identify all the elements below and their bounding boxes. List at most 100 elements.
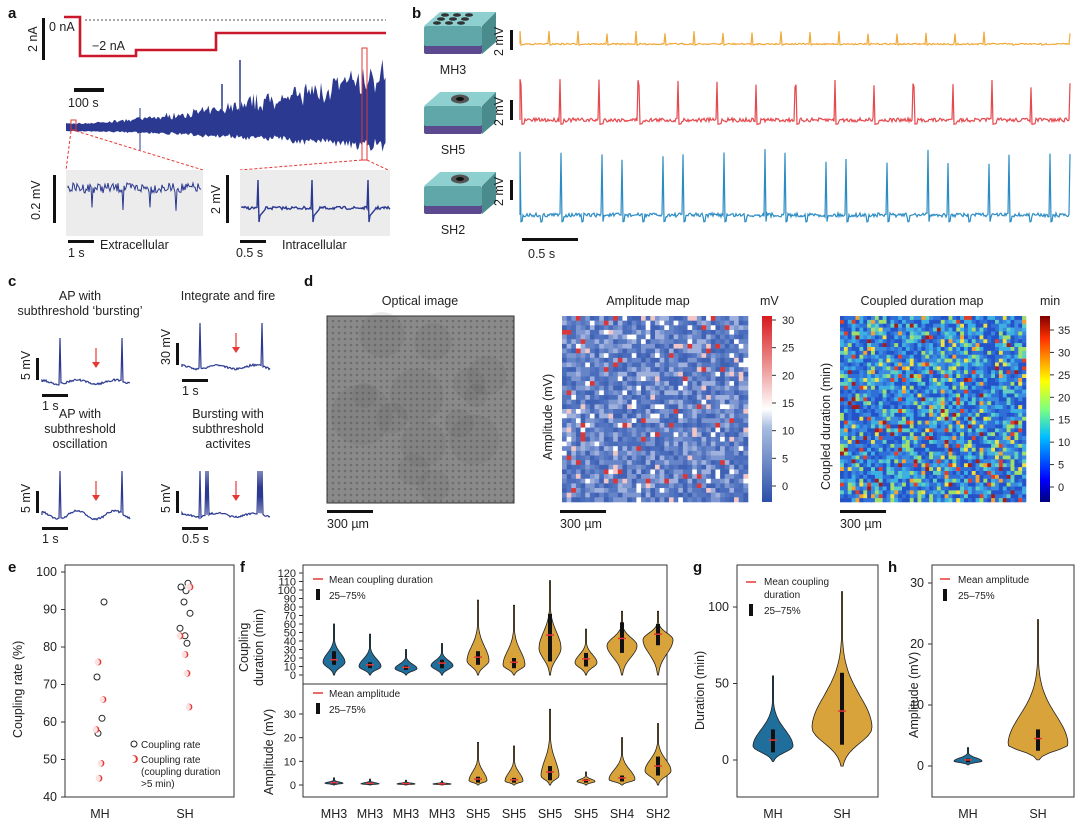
map-cell — [878, 494, 883, 499]
map-cell — [944, 323, 949, 328]
map-cell — [729, 436, 735, 442]
map-cell — [913, 362, 918, 367]
map-cell — [1018, 331, 1023, 336]
map-cell — [967, 358, 973, 363]
map-cell — [898, 327, 903, 332]
map-cell — [566, 427, 572, 433]
microhole — [441, 13, 449, 17]
map-cell — [956, 374, 961, 379]
map-cell — [678, 492, 684, 498]
map-cell — [882, 350, 887, 356]
map-cell — [627, 418, 633, 424]
map-cell — [692, 329, 698, 335]
map-cell — [991, 405, 996, 410]
map-cell — [655, 436, 660, 442]
map-cell — [967, 424, 973, 429]
map-cell — [682, 488, 688, 493]
map-cell — [840, 319, 845, 325]
map-cell — [608, 348, 614, 354]
map-cell — [692, 446, 698, 452]
map-cell — [641, 399, 646, 405]
f-bottom-violin-iqr — [548, 766, 552, 781]
map-cell — [902, 378, 907, 383]
map-cell — [983, 463, 988, 468]
map-cell — [673, 325, 679, 331]
map-cell — [851, 350, 856, 356]
map-cell — [925, 436, 930, 441]
map-cell — [909, 440, 914, 445]
current-step-trace — [64, 15, 386, 58]
e-point-coupling-5min-half — [185, 583, 192, 591]
map-cell — [664, 385, 670, 391]
map-cell — [682, 483, 688, 489]
map-cell — [562, 409, 567, 414]
map-cell — [851, 378, 856, 383]
map-cell — [566, 469, 572, 475]
map-cell — [944, 319, 949, 325]
map-cell — [948, 471, 953, 476]
map-cell — [580, 409, 586, 414]
c-title: subthreshold — [192, 422, 264, 436]
g-violin-sh-iqr — [840, 672, 844, 745]
map-cell — [1014, 350, 1019, 356]
map-cell — [909, 428, 914, 433]
map-cell — [1022, 370, 1027, 375]
map-cell — [952, 467, 957, 472]
map-cell — [622, 316, 628, 321]
map-cell — [964, 319, 969, 325]
map-cell — [729, 460, 735, 466]
map-cell — [724, 497, 730, 503]
map-cell — [603, 348, 609, 354]
map-cell — [645, 460, 651, 466]
map-cell — [678, 427, 684, 433]
map-cell — [921, 440, 926, 445]
map-cell — [913, 471, 918, 476]
b-v-scale-label: 2 mV — [492, 176, 506, 206]
map-cell — [710, 422, 716, 428]
map-cell — [878, 443, 883, 449]
map-cell — [566, 390, 572, 396]
map-cell — [956, 451, 961, 456]
map-cell — [917, 420, 922, 425]
map-cell — [944, 405, 949, 410]
map-cell — [645, 497, 651, 503]
map-cell — [641, 450, 646, 456]
map-cell — [589, 464, 595, 470]
map-cell — [967, 463, 973, 468]
map-cell — [636, 409, 642, 414]
map-cell — [720, 483, 726, 489]
map-cell — [851, 416, 856, 421]
map-cell — [585, 357, 591, 363]
map-cell — [734, 316, 739, 321]
map-cell — [673, 395, 679, 400]
map-cell — [921, 412, 926, 418]
map-cell — [998, 409, 1004, 414]
map-cell — [987, 459, 992, 464]
f-xticklabel: MH3 — [429, 807, 455, 821]
map-cell — [589, 469, 595, 475]
map-cell — [613, 469, 619, 475]
map-cell — [566, 399, 572, 405]
map-cell — [983, 354, 988, 359]
map-cell — [902, 436, 907, 441]
map-cell — [936, 440, 942, 445]
map-cell — [851, 482, 856, 487]
map-cell — [589, 334, 595, 340]
dur-map-ylabel: Coupled duration (min) — [819, 363, 833, 490]
map-cell — [936, 319, 942, 325]
map-cell — [636, 357, 642, 363]
map-cell — [960, 401, 965, 406]
map-cell — [1006, 316, 1011, 321]
map-cell — [599, 432, 605, 438]
map-cell — [874, 459, 880, 464]
map-cell — [1022, 494, 1027, 499]
map-cell — [1010, 490, 1015, 495]
map-cell — [855, 405, 860, 410]
map-cell — [843, 381, 849, 387]
map-cell — [743, 460, 749, 466]
map-cell — [673, 455, 679, 461]
map-cell — [1010, 343, 1015, 348]
map-cell — [936, 428, 942, 433]
map-cell — [701, 464, 707, 470]
map-cell — [566, 357, 572, 363]
